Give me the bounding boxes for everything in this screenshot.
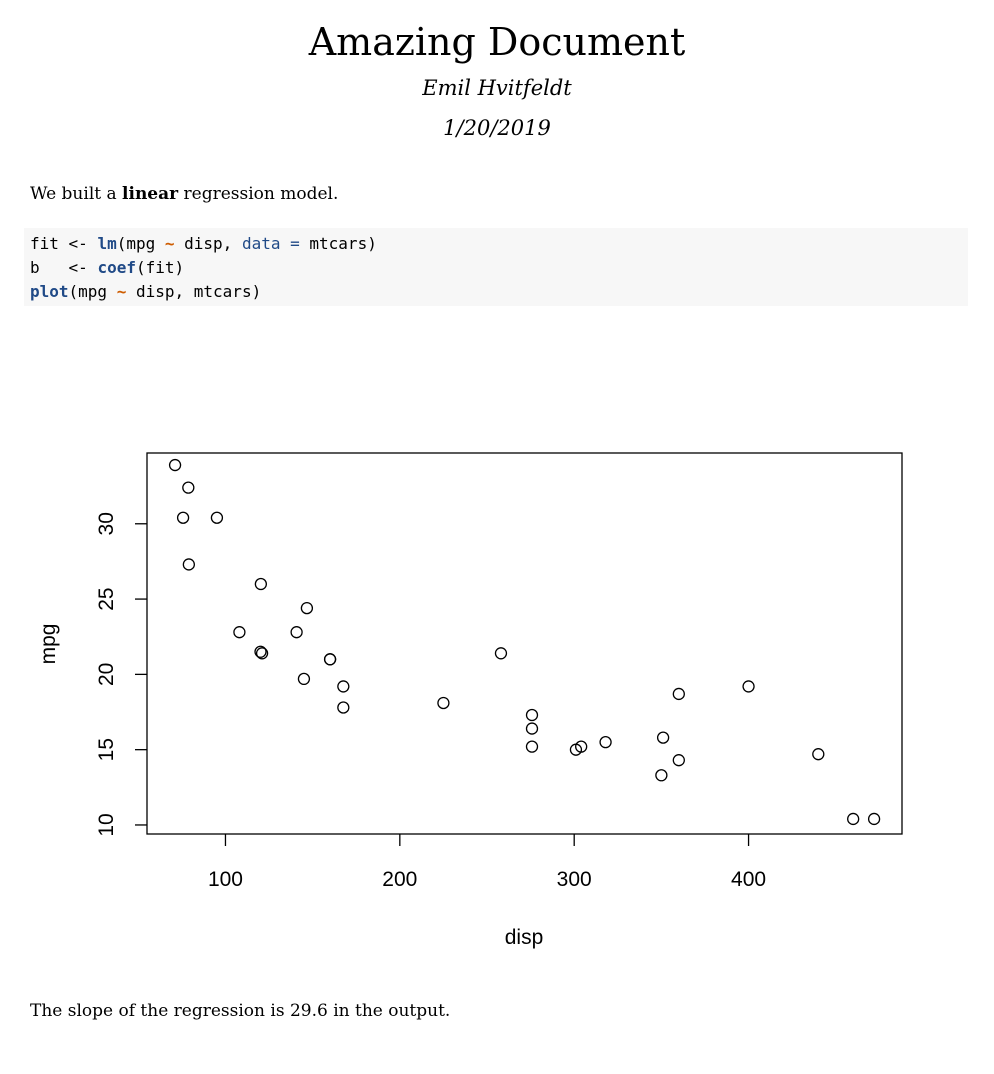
code-token: disp, mtcars) — [126, 282, 262, 301]
code-token — [280, 234, 290, 253]
data-point — [300, 601, 314, 615]
document-date: 1/20/2019 — [443, 116, 551, 140]
data-points — [168, 458, 881, 826]
intro-bold-word: linear — [122, 184, 179, 204]
data-point — [297, 672, 311, 686]
data-point — [437, 696, 450, 710]
data-point — [867, 812, 881, 826]
y-tick-label: 20 — [95, 663, 118, 686]
document-author: Emil Hvitfeldt — [422, 76, 572, 100]
code-function: coef — [97, 258, 136, 277]
y-axis-label: mpg — [37, 624, 60, 665]
data-point — [337, 701, 350, 714]
data-point — [182, 481, 195, 494]
x-tick-label: 300 — [557, 868, 592, 891]
code-token: (mpg — [116, 234, 165, 253]
x-tick-label: 400 — [731, 868, 766, 891]
code-listing: fit <- lm(mpg ~ disp, data = mtcars) b <… — [24, 228, 968, 308]
scatter-plot: 100 200 300 400 10 15 20 25 30 disp mpg — [37, 452, 903, 949]
data-point — [655, 769, 668, 782]
code-token: mtcars) — [299, 234, 377, 253]
data-point — [337, 680, 350, 693]
code-line-2: b <- coef(fit) — [30, 258, 184, 277]
y-tick-label: 10 — [95, 813, 118, 836]
document-title: Amazing Document — [308, 20, 686, 64]
data-point — [254, 645, 267, 658]
data-point — [494, 647, 508, 660]
data-point — [742, 680, 755, 693]
intro-paragraph: We built a linear regression model. — [30, 182, 338, 206]
code-token: b <- — [30, 258, 98, 277]
y-tick-label: 25 — [95, 587, 118, 610]
code-token: disp, — [174, 234, 242, 253]
code-argument: data — [241, 234, 281, 253]
code-operator: = — [290, 234, 300, 253]
data-point — [290, 626, 303, 639]
data-point — [255, 647, 269, 660]
code-function: lm — [97, 234, 117, 253]
code-token: (mpg — [68, 282, 117, 301]
data-point — [525, 722, 539, 735]
data-point — [656, 731, 670, 744]
y-tick-label: 15 — [95, 738, 118, 761]
data-point — [525, 740, 539, 753]
outro-paragraph: The slope of the regression is 29.6 in t… — [30, 1001, 451, 1021]
x-axis: 100 200 300 400 — [208, 834, 766, 891]
code-token: (fit) — [135, 258, 185, 277]
data-point — [168, 458, 182, 472]
plot-frame — [146, 452, 903, 835]
code-operator: ~ — [116, 282, 127, 301]
x-tick-label: 200 — [382, 868, 417, 891]
code-function: plot — [30, 282, 69, 301]
intro-text-end: regression model. — [178, 184, 339, 204]
data-point — [812, 748, 825, 761]
data-point — [599, 735, 612, 749]
code-line-3: plot(mpg ~ disp, mtcars) — [30, 282, 261, 301]
data-point — [210, 511, 224, 524]
data-point — [323, 653, 337, 666]
data-point — [672, 754, 685, 767]
code-block: fit <- lm(mpg ~ disp, data = mtcars) b <… — [24, 228, 968, 306]
code-operator: ~ — [164, 234, 175, 253]
code-line-1: fit <- lm(mpg ~ disp, data = mtcars) — [30, 234, 377, 253]
code-token: fit <- — [30, 234, 98, 253]
data-point — [254, 577, 268, 591]
y-tick-label: 30 — [95, 512, 118, 535]
x-axis-label: disp — [505, 926, 544, 949]
data-point — [847, 812, 860, 826]
intro-text-start: We built a — [30, 184, 123, 204]
data-point — [569, 743, 583, 756]
data-point — [182, 558, 195, 571]
data-point — [176, 511, 190, 524]
y-axis: 10 15 20 25 30 — [95, 512, 147, 837]
data-point — [672, 687, 685, 701]
data-point — [525, 708, 539, 722]
x-tick-label: 100 — [208, 868, 243, 891]
data-point — [233, 626, 246, 639]
